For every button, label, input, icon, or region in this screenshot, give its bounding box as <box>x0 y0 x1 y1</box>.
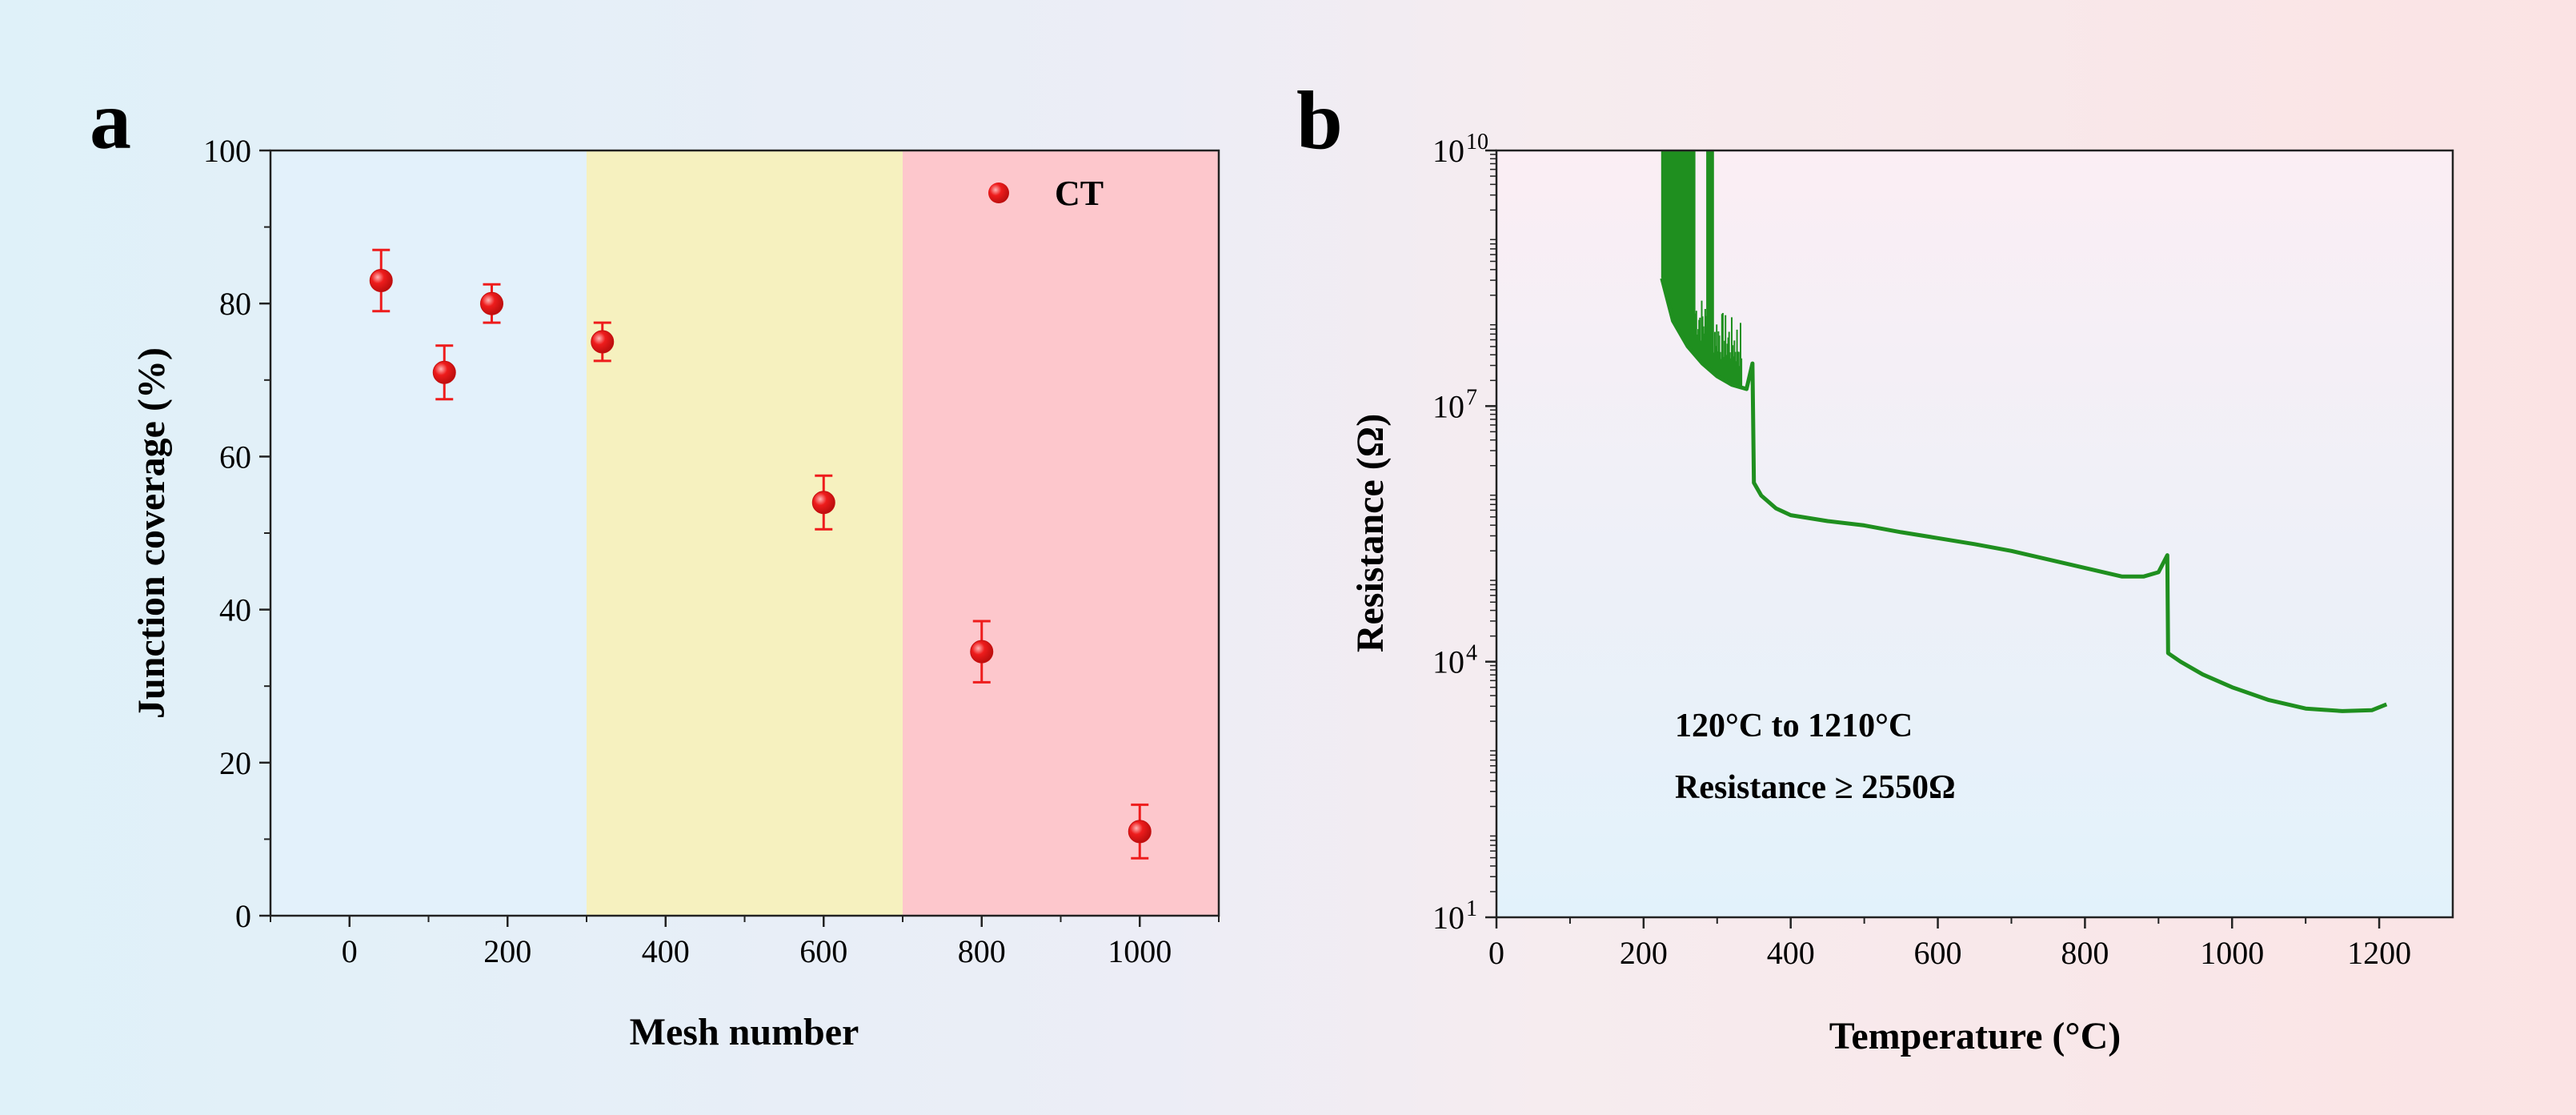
legend-label: CT <box>1055 174 1104 213</box>
y-tick-label: 10 <box>1432 644 1464 680</box>
y-tick-label: 60 <box>219 439 251 475</box>
x-tick-label: 600 <box>1914 935 1962 971</box>
x-tick-label: 200 <box>1620 935 1668 971</box>
x-tick-label: 600 <box>799 933 847 969</box>
data-point <box>480 291 503 315</box>
y-tick-label: 40 <box>219 592 251 628</box>
x-tick-label: 1000 <box>1108 933 1172 969</box>
panel-b-frame <box>1495 149 2454 919</box>
panel-a-region-2 <box>903 150 1219 916</box>
y-tick-label: 100 <box>203 133 251 169</box>
panel-b-plot-area <box>1496 150 2453 917</box>
panel-b-line <box>1660 150 2388 713</box>
data-point <box>432 360 456 384</box>
x-tick-label: 800 <box>2061 935 2109 971</box>
panel-a-region-1 <box>587 150 903 916</box>
x-tick-label: 200 <box>483 933 531 969</box>
resistance-line <box>1660 278 2388 713</box>
data-point <box>1128 820 1152 844</box>
panel-a-y-axis-title: Junction coverage (%) <box>130 347 173 719</box>
y-tick-label: 80 <box>219 286 251 322</box>
x-tick-label: 1000 <box>2200 935 2264 971</box>
y-tick-exponent: 4 <box>1466 641 1477 666</box>
panel-a-x-axis-title: Mesh number <box>630 1011 859 1053</box>
panel-a-region-0 <box>270 150 587 916</box>
x-tick-label: 1200 <box>2347 935 2411 971</box>
data-point <box>369 269 393 293</box>
data-point <box>811 491 835 515</box>
panel-b-x-axis-title: Temperature (°C) <box>1829 1015 2121 1057</box>
x-tick-label: 400 <box>642 933 690 969</box>
panel-a: a 0 200 400 600 800 1000 0 20 40 60 80 100 Mesh num… <box>90 74 1220 1053</box>
panel-a-letter: a <box>90 74 131 166</box>
noise-spikes <box>1661 150 1743 388</box>
y-tick-label: 10 <box>1432 133 1464 169</box>
panel-a-ticks: 0 200 400 600 800 1000 0 20 40 60 80 100 <box>203 133 1220 969</box>
panel-b-annotation-resistance: Resistance ≥ 2550Ω <box>1675 769 1956 806</box>
y-tick-exponent: 10 <box>1466 130 1488 154</box>
data-point <box>970 640 994 664</box>
data-point <box>591 330 615 354</box>
panel-a-regions <box>270 150 1219 916</box>
legend-marker <box>988 182 1009 203</box>
panel-b-letter: b <box>1296 74 1343 166</box>
panel-a-points <box>369 248 1152 860</box>
y-tick-exponent: 7 <box>1466 385 1477 410</box>
y-tick-label: 0 <box>235 898 251 934</box>
x-tick-label: 800 <box>958 933 1006 969</box>
panel-a-legend: CT <box>988 174 1104 213</box>
y-tick-label: 10 <box>1432 388 1464 424</box>
panel-b-y-axis-title: Resistance (Ω) <box>1349 414 1392 652</box>
x-tick-label: 400 <box>1767 935 1815 971</box>
x-tick-label: 0 <box>1488 935 1504 971</box>
y-tick-label: 10 <box>1432 900 1464 936</box>
panel-a-frame <box>269 149 1220 917</box>
y-tick-label: 20 <box>219 745 251 781</box>
panel-b-annotation-range: 120°C to 1210°C <box>1675 708 1913 744</box>
y-tick-exponent: 1 <box>1466 896 1477 921</box>
x-tick-label: 0 <box>342 933 358 969</box>
